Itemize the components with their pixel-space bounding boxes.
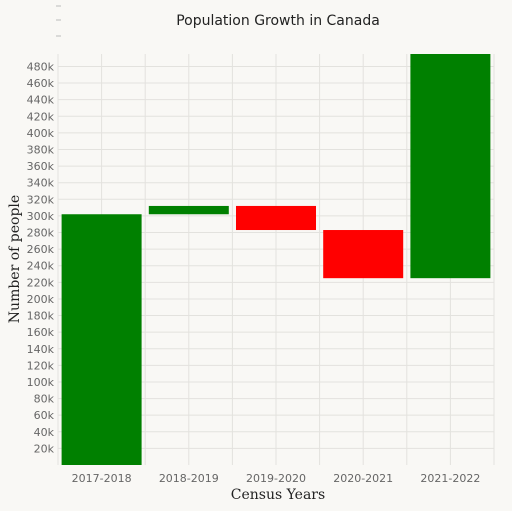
y-tick-label: 20k [34,442,55,455]
x-tick-label: 2018-2019 [159,472,219,485]
y-tick-label: 460k [27,77,55,90]
bar-2018-2019[interactable] [148,205,229,215]
y-tick-label: 480k [27,60,55,73]
y-tick-label: 300k [27,210,55,223]
y-tick-label: 440k [27,94,55,107]
bars [61,54,491,465]
y-tick-label: 280k [27,227,55,240]
y-tick-label: 380k [27,143,55,156]
x-tick-label: 2020-2021 [333,472,393,485]
x-axis-ticks: 2017-2018 2018-2019 2019-2020 2020-2021 2021… [72,472,481,485]
bar-2020-2021[interactable] [323,230,404,279]
y-tick-label: 60k [34,409,55,422]
y-tick-label: 220k [27,276,55,289]
y-axis-ticks: 20k 40k 60k 80k 100k 120k 140k 160k 180k 200k 220k… [27,60,55,455]
y-tick-label: 120k [27,359,55,372]
y-tick-label: 80k [34,393,55,406]
y-axis-title: Number of people [7,195,23,323]
bar-2019-2020[interactable] [236,205,316,231]
y-tick-label: 200k [27,293,55,306]
chart-title: Population Growth in Canada [176,13,380,29]
y-tick-label: 340k [27,177,55,190]
y-tick-label: 140k [27,343,55,356]
y-tick-label: 360k [27,160,55,173]
x-axis-title: Census Years [231,487,325,503]
y-tick-label: 40k [34,426,55,439]
menu-icon[interactable] [56,5,61,37]
y-tick-label: 260k [27,243,55,256]
y-tick-label: 240k [27,260,55,273]
y-tick-label: 180k [27,310,55,323]
y-tick-label: 420k [27,110,55,123]
y-tick-label: 320k [27,193,55,206]
x-tick-label: 2019-2020 [246,472,306,485]
x-tick-label: 2017-2018 [72,472,132,485]
y-tick-label: 100k [27,376,55,389]
bar-2021-2022[interactable] [410,54,491,279]
y-tick-label: 400k [27,127,55,140]
bar-2017-2018[interactable] [61,214,142,465]
y-tick-label: 160k [27,326,55,339]
x-tick-label: 2021-2022 [420,472,480,485]
